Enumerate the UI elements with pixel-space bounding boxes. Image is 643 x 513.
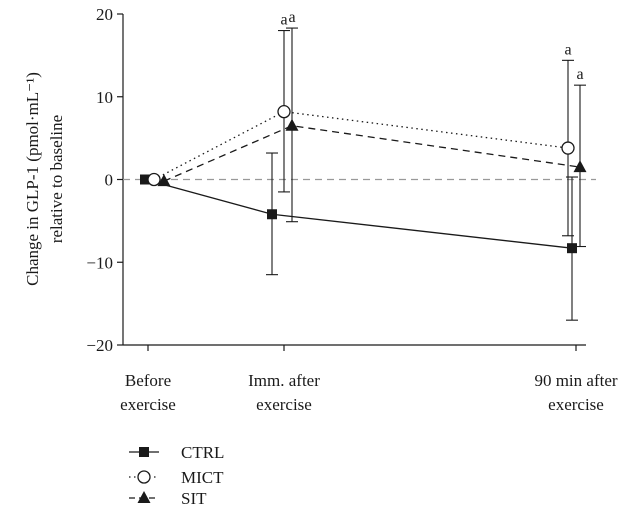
x-category-label-2-line2: exercise [548,395,604,414]
legend-ctrl-marker [139,447,149,457]
ctrl-marker-1 [267,209,277,220]
mict-marker-1 [277,104,291,119]
sit-marker-1 [285,118,299,131]
y-axis-label-line2: relative to baseline [47,115,66,243]
x-category-label-0-line1: Before [125,371,171,390]
sit-annotation-2: a [576,66,583,83]
y-tick-label-4: 20 [96,5,113,24]
sit-marker-2 [573,160,587,173]
ctrl-line [144,178,573,249]
legend-mict-label: MICT [181,468,224,487]
axes: −20 −10 0 10 20 Before exercise Imm. after exerc… [86,5,617,414]
x-category-label-1-line2: exercise [256,395,312,414]
ctrl-marker-2 [567,243,577,254]
mict-line [153,110,569,181]
legend-ctrl-label: CTRL [181,443,224,462]
x-category-label-0-line2: exercise [120,395,176,414]
y-tick-label-0: −20 [86,336,113,355]
x-category-label-1-line1: Imm. after [248,371,320,390]
sit-series: aa [157,9,587,248]
y-tick-label-2: 0 [105,171,114,190]
y-tick-label-1: −10 [86,253,113,272]
legend-sit-label: SIT [181,489,207,508]
legend-mict-marker [137,470,151,484]
ctrl-marker-0 [140,174,150,185]
legend: CTRL MICT SIT [129,443,224,508]
mict-marker-2 [561,141,575,155]
x-category-label-2-line1: 90 min after [534,371,617,390]
y-axis-label: Change in GLP-1 (pmol·mL⁻¹) relative to … [23,72,66,286]
mict-series: aa [147,12,575,237]
mict-marker-0 [147,172,161,187]
y-axis-label-line1: Change in GLP-1 (pmol·mL⁻¹) [23,72,42,286]
sit-line [163,125,581,182]
ctrl-series [140,152,578,321]
mict-annotation-2: a [564,41,571,58]
sit-marker-0 [157,174,171,187]
sit-annotation-1: a [288,9,295,26]
mict-annotation-1: a [280,12,287,29]
y-tick-label-3: 10 [96,88,113,107]
legend-sit-marker [137,491,151,503]
